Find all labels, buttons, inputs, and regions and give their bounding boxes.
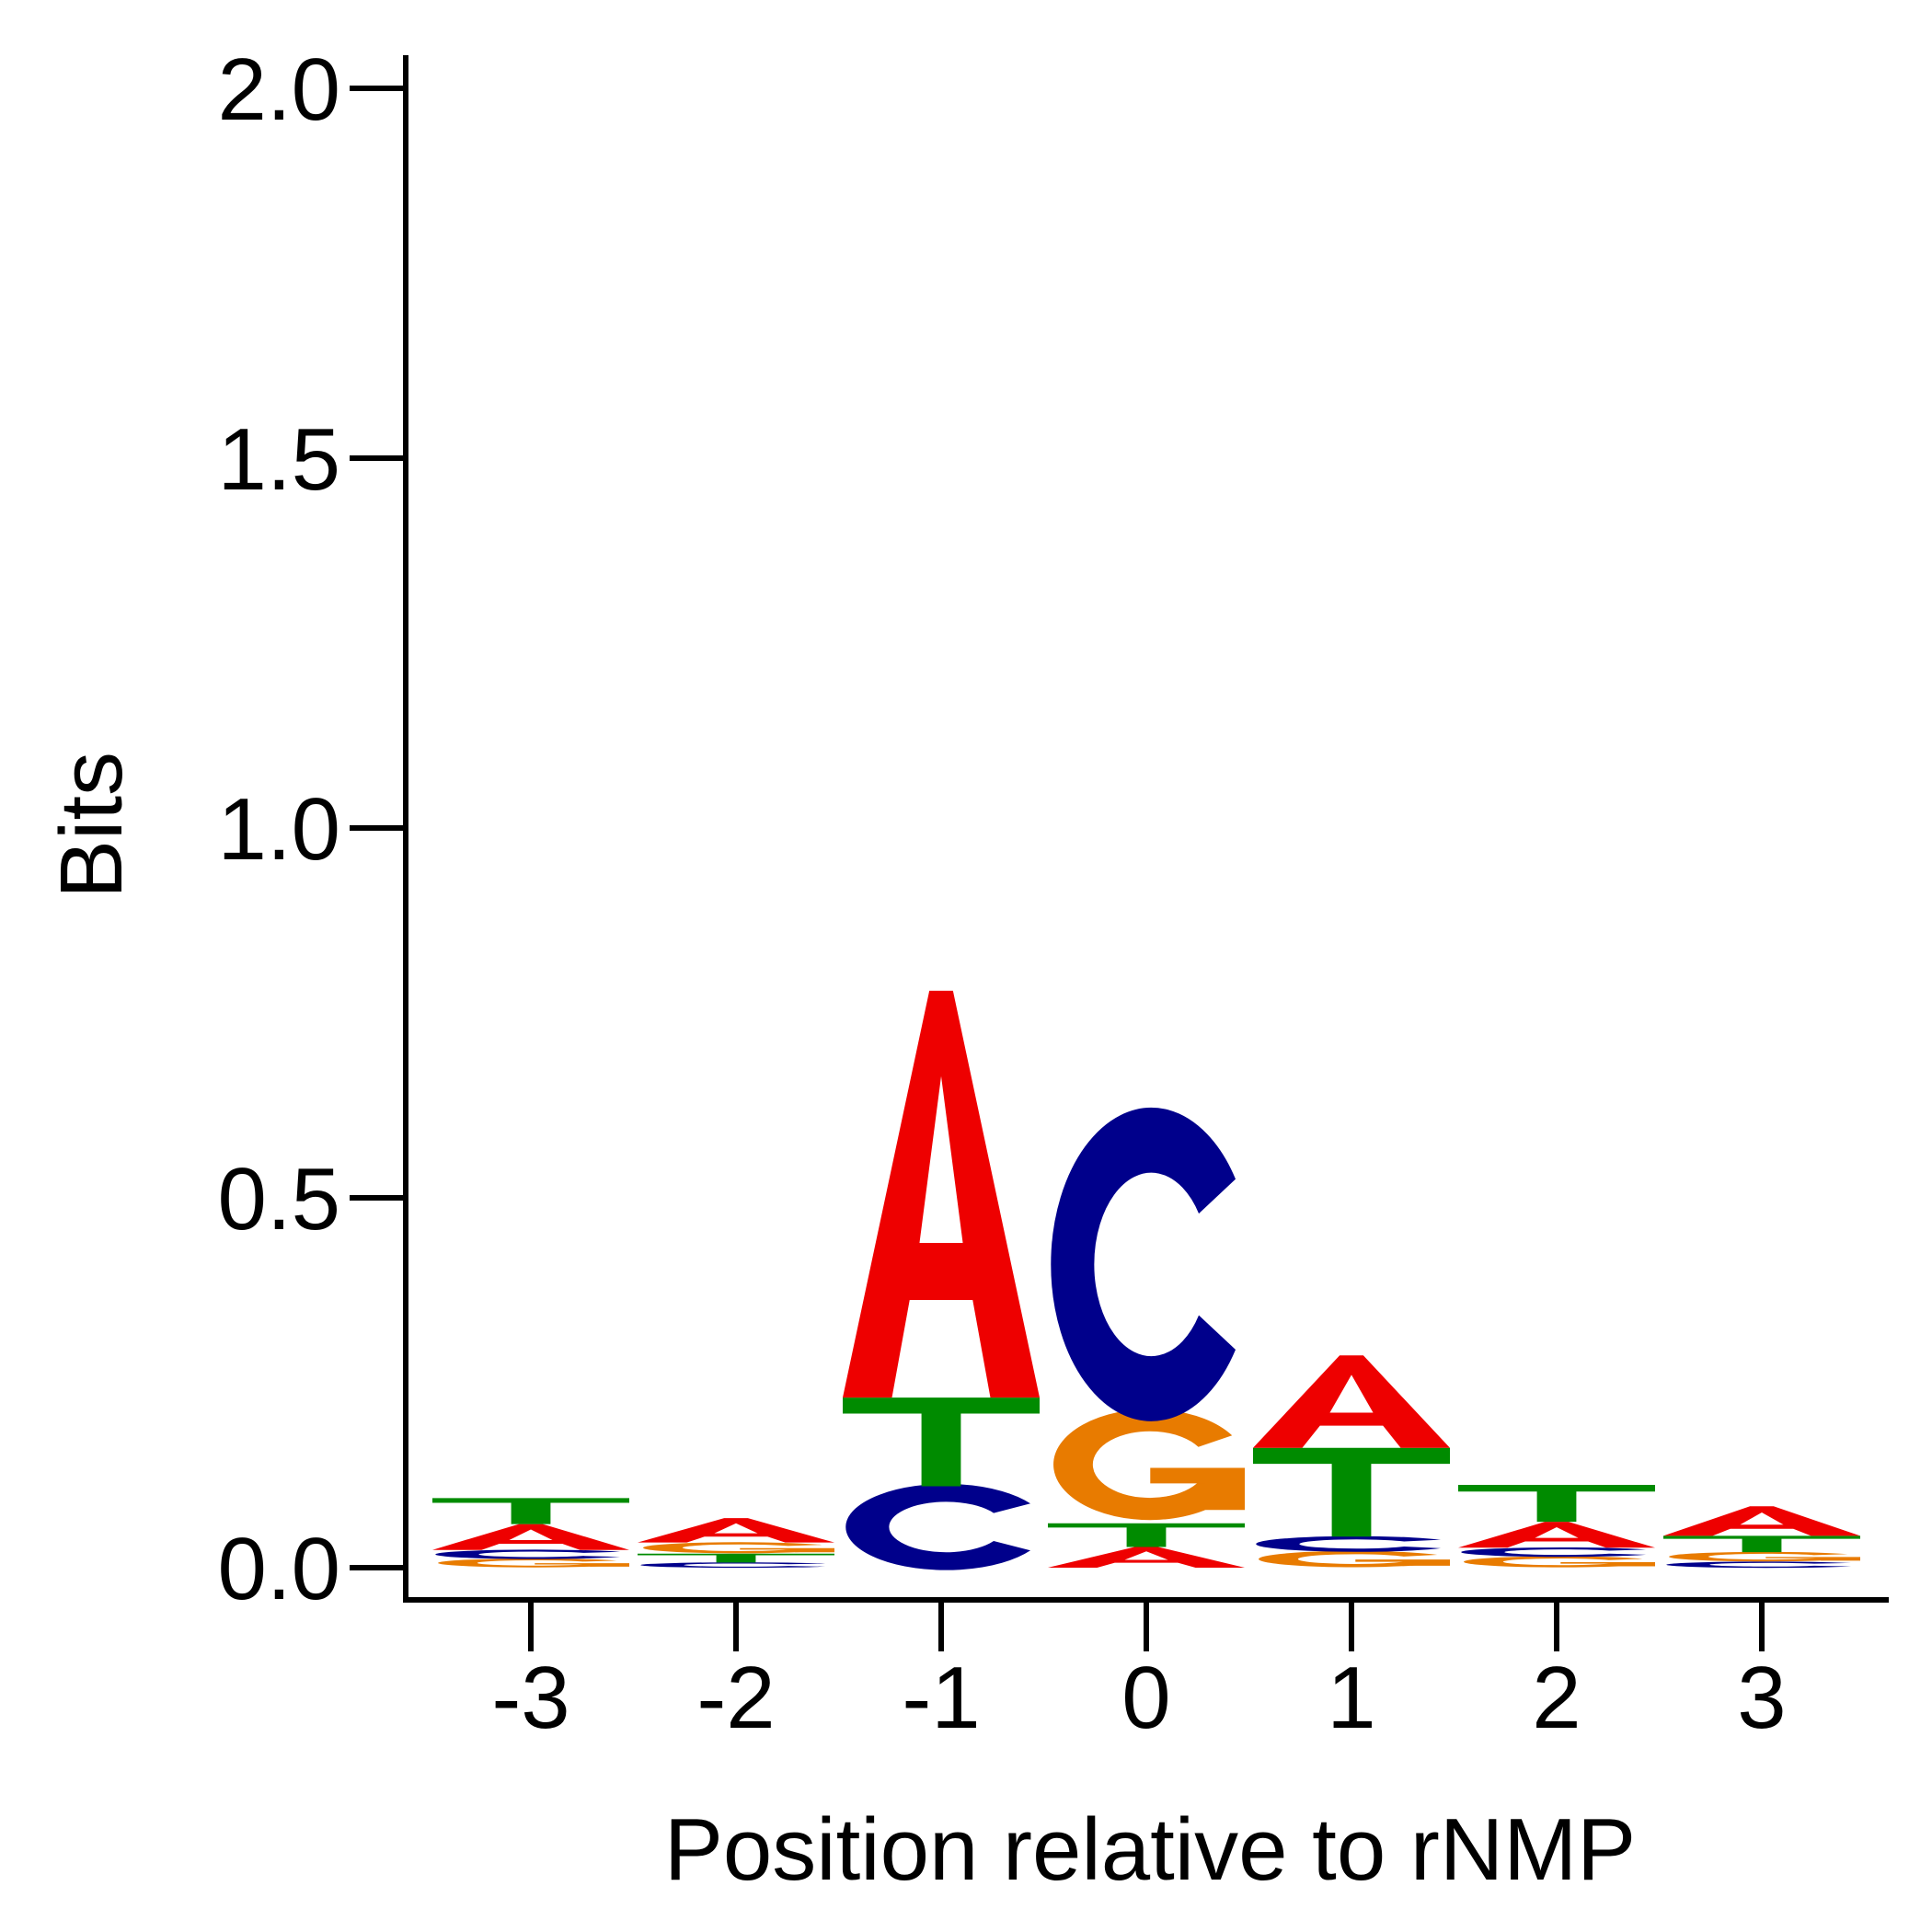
logo-letter-t (843, 1397, 1040, 1487)
x-tick-label: 1 (1327, 1649, 1375, 1747)
logo-letter-c (435, 1549, 620, 1559)
logo-letter-a (843, 990, 1040, 1398)
logo-letter-g (1053, 1409, 1245, 1521)
logo-letters (432, 990, 1860, 1570)
logo-letter-t (1253, 1447, 1450, 1537)
y-tick-label: 1.5 (218, 410, 340, 509)
logo-letter-a (432, 1524, 629, 1550)
y-tick-label: 1.0 (218, 780, 340, 879)
y-tick-label: 0.0 (218, 1520, 340, 1618)
logo-letter-c (845, 1483, 1030, 1570)
y-tick-label: 2.0 (218, 40, 340, 139)
logo-letter-g (1259, 1550, 1450, 1568)
logo-letter-g (1669, 1551, 1860, 1562)
logo-letter-t (1663, 1535, 1860, 1553)
x-tick-label: -2 (696, 1649, 775, 1747)
logo-letter-a (1253, 1355, 1450, 1448)
x-tick-label: 3 (1737, 1649, 1786, 1747)
logo-letter-c (1461, 1547, 1646, 1558)
x-tick-label: 2 (1532, 1649, 1581, 1747)
y-tick-label: 0.5 (218, 1150, 340, 1248)
logo-letter-c (1666, 1561, 1851, 1569)
logo-letter-t (1048, 1523, 1245, 1547)
x-axis-label: Position relative to rNMP (664, 1800, 1636, 1899)
logo-letter-g (643, 1542, 834, 1554)
logo-letter-a (1458, 1522, 1655, 1548)
logo-letter-c (640, 1562, 825, 1569)
y-ticks: 0.0 0.5 1.0 1.5 2.0 (218, 40, 406, 1618)
x-tick-label: -3 (491, 1649, 569, 1747)
logo-letter-g (438, 1558, 629, 1568)
logo-letter-a (638, 1518, 834, 1543)
logo-letter-c (1256, 1535, 1441, 1552)
x-tick-label: 0 (1121, 1649, 1170, 1747)
logo-letter-t (432, 1498, 629, 1524)
logo-letter-g (1464, 1556, 1655, 1568)
logo-letter-c (1051, 1107, 1236, 1421)
logo-letter-a (1048, 1547, 1245, 1568)
logo-letter-t (638, 1553, 834, 1563)
y-axis-label: Bits (42, 752, 141, 899)
x-ticks: -3 -2 -1 0 1 2 3 (491, 1600, 1787, 1747)
x-tick-label: -1 (902, 1649, 980, 1747)
logo-letter-t (1458, 1484, 1655, 1523)
logo-letter-a (1663, 1506, 1860, 1536)
